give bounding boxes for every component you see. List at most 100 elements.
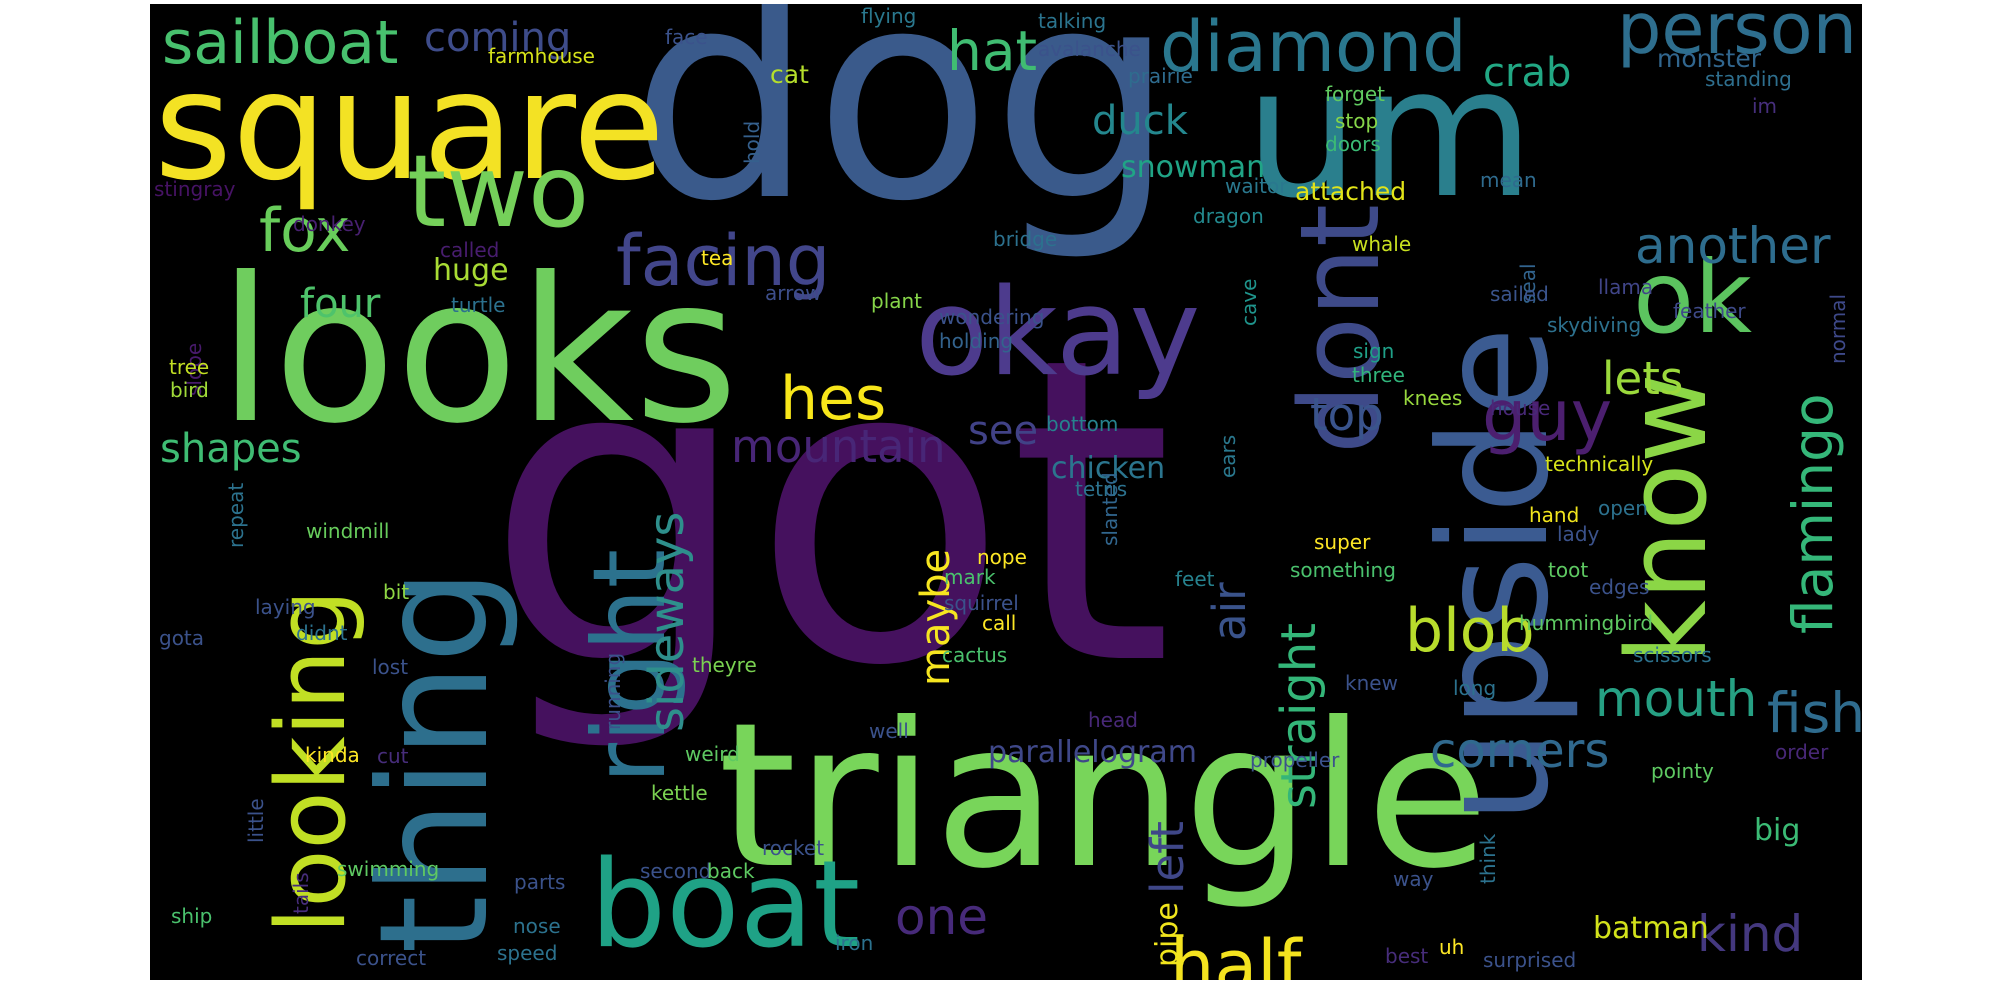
word-mean: mean — [1480, 168, 1537, 192]
word-crab: crab — [1483, 50, 1572, 96]
word-feather: feather — [1673, 299, 1746, 323]
word-okay: okay — [915, 264, 1201, 403]
word-huge: huge — [433, 253, 509, 288]
word-bit: bit — [383, 580, 410, 604]
word-llama: llama — [1598, 275, 1654, 299]
word-fox: fox — [259, 196, 351, 266]
word-doors: doors — [1325, 132, 1381, 156]
word-big: big — [1754, 813, 1801, 848]
word-lets: lets — [1602, 352, 1684, 405]
word-cat: cat — [770, 60, 809, 89]
word-looks: looks — [218, 235, 739, 468]
word-boat: boat — [590, 836, 861, 975]
word-cloud: got dog triangle looks um upside thing square ok… — [150, 4, 1862, 980]
word-sideways: sideways — [639, 511, 695, 732]
word-four: four — [300, 281, 381, 327]
word-arrow: arrow — [765, 281, 822, 305]
word-correct: correct — [356, 946, 427, 970]
word-prairie: prairie — [1128, 64, 1193, 88]
word-feet: feet — [1175, 567, 1215, 591]
word-gota: gota — [159, 626, 205, 650]
word-repeat: repeat — [224, 482, 248, 548]
word-person: person — [1617, 4, 1857, 70]
word-head: head — [1088, 708, 1138, 732]
word-square: square — [154, 40, 666, 214]
word-blob: blob — [1405, 596, 1535, 666]
word-house: house — [1490, 396, 1551, 420]
word-attached: attached — [1295, 177, 1407, 206]
word-toot: toot — [1548, 558, 1589, 582]
word-skydiving: skydiving — [1547, 313, 1642, 337]
word-iron: iron — [835, 931, 874, 955]
word-waitor: waitor — [1225, 174, 1288, 198]
word-call: call — [982, 611, 1017, 635]
word-face: face — [665, 25, 708, 49]
word-called: called — [440, 238, 500, 262]
word-scissors: scissors — [1633, 643, 1712, 667]
word-long: long — [1453, 676, 1497, 700]
word-stop: stop — [1335, 109, 1379, 133]
word-parallelogram: parallelogram — [988, 735, 1197, 770]
word-propeller: propeller — [1250, 748, 1340, 772]
word-swimming: swimming — [337, 857, 440, 881]
word-sailboat: sailboat — [162, 8, 399, 78]
word-avalanche: avalanche — [1038, 37, 1141, 61]
word-speed: speed — [497, 941, 558, 965]
word-running: running — [601, 652, 625, 730]
word-fish: fish — [1767, 681, 1862, 745]
word-squirrel: squirrel — [944, 591, 1019, 615]
word-farmhouse: farmhouse — [488, 44, 595, 68]
word-way: way — [1393, 867, 1434, 891]
word-got: got — [485, 269, 1174, 758]
word-windmill: windmill — [306, 519, 390, 543]
word-weird: weird — [685, 742, 740, 766]
word-surprised: surprised — [1483, 948, 1577, 972]
word-second: second — [640, 859, 712, 883]
word-bridge: bridge — [993, 227, 1058, 251]
word-whale: whale — [1352, 232, 1412, 256]
word-cut: cut — [377, 744, 409, 768]
word-tetris: tetris — [1075, 477, 1128, 501]
word-well: well — [869, 719, 909, 743]
word-hold: hold — [740, 120, 764, 164]
word-half: half — [1170, 925, 1302, 980]
word-ship: ship — [171, 904, 213, 928]
word-tea: tea — [701, 246, 734, 270]
word-flamingo: flamingo — [1781, 393, 1845, 634]
word-shapes: shapes — [160, 426, 302, 472]
word-laying: laying — [255, 595, 316, 619]
word-duck: duck — [1092, 98, 1188, 144]
word-something: something — [1290, 558, 1396, 582]
word-coming: coming — [424, 15, 572, 61]
word-bird: bird — [170, 378, 209, 402]
word-hummingbird: hummingbird — [1519, 611, 1654, 635]
word-nose: nose — [513, 914, 561, 938]
word-open: open — [1598, 496, 1648, 520]
word-pipe: pipe — [1150, 902, 1185, 967]
word-super: super — [1314, 530, 1371, 554]
word-cave: cave — [1237, 278, 1261, 326]
word-another: another — [1635, 217, 1831, 275]
word-um: um — [1245, 29, 1535, 238]
word-three: three — [1352, 363, 1405, 387]
word-mouth: mouth — [1595, 670, 1758, 728]
word-dash2: - — [1295, 4, 1317, 24]
word-back: back — [707, 859, 755, 883]
word-bottom: bottom — [1046, 412, 1119, 436]
word-ok: ok — [1633, 239, 1753, 356]
word-diamond: diamond — [1160, 6, 1467, 88]
word-hand: hand — [1529, 503, 1580, 527]
word-sign: sign — [1353, 339, 1395, 363]
word-rocket: rocket — [762, 836, 825, 860]
word-cactus: cactus — [942, 643, 1008, 667]
word-uh: uh — [1439, 935, 1465, 959]
word-edges: edges — [1589, 575, 1650, 599]
word-one: one — [895, 888, 989, 946]
word-best: best — [1385, 944, 1429, 968]
word-hat: hat — [947, 19, 1038, 83]
word-left: left — [1141, 821, 1194, 894]
word-donkey: donkey — [293, 212, 366, 236]
word-standing: standing — [1705, 67, 1792, 91]
word-im: im — [1752, 94, 1778, 118]
word-monster: monster — [1657, 44, 1761, 73]
